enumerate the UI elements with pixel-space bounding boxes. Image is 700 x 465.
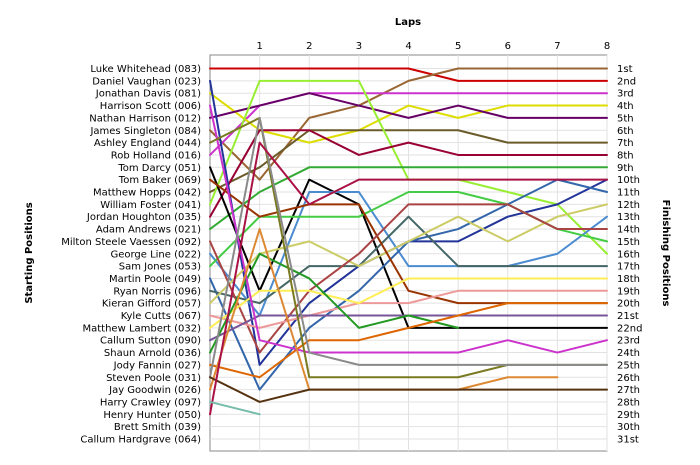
finishing-position-label: 13th — [617, 212, 640, 223]
finishing-position-label: 16th — [617, 249, 640, 260]
driver-label: Daniel Vaughan (023) — [92, 76, 201, 87]
driver-label: Rob Holland (016) — [111, 150, 201, 161]
series-line-20 — [209, 277, 608, 329]
lap-tick-label: 7 — [554, 41, 560, 52]
driver-label: Martin Poole (049) — [109, 274, 201, 285]
finishing-position-label: 1st — [617, 64, 633, 75]
finishing-position-label: 10th — [617, 175, 640, 186]
finishing-position-label: 24th — [617, 348, 640, 359]
finishing-position-label: 28th — [617, 397, 640, 408]
driver-label: George Line (022) — [110, 249, 201, 260]
right-axis-title: Finishing Positions — [660, 200, 671, 307]
driver-label: Callum Sutton (090) — [100, 336, 201, 347]
lap-tick-label: 4 — [405, 41, 411, 52]
finishing-position-label: 21st — [617, 311, 639, 322]
driver-label: Kyle Cutts (067) — [121, 311, 201, 322]
series-line-19 — [209, 289, 608, 329]
finishing-position-label: 25th — [617, 360, 640, 371]
series-line-30 — [209, 400, 261, 416]
finishing-position-label: 18th — [617, 274, 640, 285]
driver-label: Jonathan Davis (081) — [95, 89, 201, 100]
series-line-27 — [209, 116, 608, 379]
series-line-4 — [209, 92, 608, 144]
driver-label: Harrison Scott (006) — [100, 101, 201, 112]
series-line-24 — [209, 104, 608, 354]
finishing-position-label: 7th — [617, 138, 634, 149]
driver-label: Henry Hunter (050) — [103, 410, 201, 421]
finishing-position-label: 31st — [617, 435, 639, 446]
finishing-position-label: 23rd — [617, 336, 640, 347]
lap-tick-label: 2 — [306, 41, 312, 52]
series-line-28 — [209, 376, 608, 403]
driver-label: William Foster (041) — [100, 200, 201, 211]
finishing-position-label: 14th — [617, 225, 640, 236]
lap-tick-labels: 1 2 3 4 5 6 7 8 — [256, 41, 610, 52]
driver-label: Jay Goodwin (026) — [108, 385, 201, 396]
driver-label: Shaun Arnold (036) — [104, 348, 201, 359]
finishing-position-label: 30th — [617, 422, 640, 433]
driver-label: James Singleton (084) — [89, 126, 201, 137]
series-line-6 — [209, 129, 608, 193]
finishing-position-label: 9th — [617, 163, 634, 174]
driver-label: Jordan Houghton (035) — [86, 212, 201, 223]
finishing-position-label: 6th — [617, 126, 634, 137]
series-line-16 — [209, 203, 608, 305]
series-line-22 — [209, 252, 460, 354]
x-axis-title: Laps — [395, 17, 421, 28]
lap-tick-label: 3 — [356, 41, 362, 52]
finishing-position-label: 22nd — [617, 323, 642, 334]
series-line-23 — [209, 302, 608, 379]
finishing-position-label: 8th — [617, 150, 634, 161]
series-line-9 — [209, 166, 608, 231]
driver-label: Luke Whitehead (083) — [90, 64, 201, 75]
driver-label: Harry Crawley (097) — [100, 397, 201, 408]
series-line-2 — [209, 67, 608, 181]
left-axis-title: Starting Positions — [24, 202, 35, 303]
driver-label: Nathan Harrison (012) — [89, 113, 201, 124]
finishing-position-label: 19th — [617, 286, 640, 297]
finishing-position-label: 29th — [617, 410, 640, 421]
driver-label: Tom Baker (069) — [118, 175, 201, 186]
driver-label: Adam Andrews (021) — [96, 225, 201, 236]
driver-label: Jody Fannin (027) — [113, 360, 201, 371]
finishing-position-label: 20th — [617, 299, 640, 310]
finishing-position-label: 5th — [617, 113, 634, 124]
finishing-position-label: 2nd — [617, 76, 636, 87]
driver-label: Sam Jones (053) — [119, 262, 201, 273]
finishing-position-labels: 1st2nd3rd4th5th6th7th8th9th10th11th12th1… — [617, 64, 642, 446]
series-line-5 — [209, 92, 608, 119]
lap-tick-label: 8 — [604, 41, 610, 52]
finishing-position-label: 11th — [617, 188, 640, 199]
driver-label: Matthew Hopps (042) — [93, 188, 201, 199]
driver-label: Matthew Lambert (032) — [83, 323, 202, 334]
finishing-position-label: 12th — [617, 200, 640, 211]
lap-tick-label: 5 — [455, 41, 461, 52]
series-line-18 — [209, 203, 608, 354]
lap-tick-label: 1 — [256, 41, 262, 52]
driver-label: Ryan Norris (096) — [113, 286, 201, 297]
series-line-8 — [209, 129, 608, 218]
series-line-29 — [209, 141, 608, 416]
driver-label: Ashley England (044) — [94, 138, 201, 149]
finishing-position-label: 27th — [617, 385, 640, 396]
driver-labels: Luke Whitehead (083)Daniel Vaughan (023)… — [61, 64, 201, 446]
driver-label: Tom Darcy (051) — [117, 163, 201, 174]
finishing-position-label: 4th — [617, 101, 634, 112]
driver-label: Steven Poole (031) — [106, 373, 201, 384]
finishing-position-label: 17th — [617, 262, 640, 273]
series-line-12 — [209, 191, 608, 317]
finishing-position-label: 3rd — [617, 89, 634, 100]
series-lines — [209, 67, 608, 416]
driver-label: Milton Steele Vaessen (092) — [61, 237, 201, 248]
driver-label: Callum Hardgrave (064) — [80, 435, 201, 446]
series-line-1 — [209, 67, 608, 82]
finishing-position-label: 26th — [617, 373, 640, 384]
finishing-position-label: 15th — [617, 237, 640, 248]
lap-tick-label: 6 — [505, 41, 511, 52]
driver-label: Kieran Gifford (057) — [102, 299, 201, 310]
driver-label: Brett Smith (039) — [114, 422, 201, 433]
